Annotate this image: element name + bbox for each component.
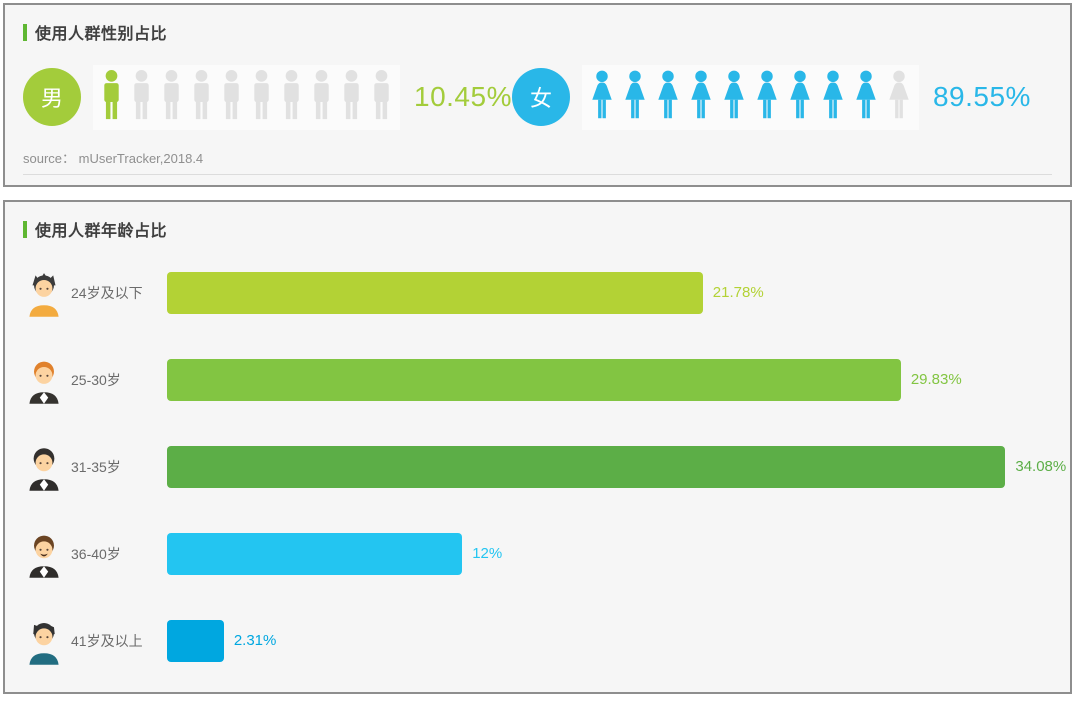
male-percent: 10.45% [414, 81, 512, 112]
age-value: 21.78% [712, 284, 764, 301]
age-row-31-35: 31-35岁 34.08% [5, 423, 1070, 510]
age-bar [167, 271, 703, 314]
source-line: source： mUserTracker,2018.4 [23, 148, 1052, 175]
male-person-icon [308, 68, 335, 127]
black-hair-suit-man-avatar-icon [21, 439, 67, 495]
age-row-25-30: 25-30岁 29.83% [5, 336, 1070, 423]
age-row-36-40: 36-40岁 12% [5, 510, 1070, 597]
age-panel-title: 使用人群年龄占比 [35, 223, 168, 240]
male-person-icon [98, 68, 125, 127]
age-value: 29.83% [910, 371, 962, 388]
gender-panel-title: 使用人群性别占比 [35, 26, 168, 43]
female-badge: 女 [511, 68, 570, 126]
age-label: 24岁及以下 [71, 284, 143, 301]
male-person-icon [248, 68, 275, 127]
age-value: 34.08% [1015, 458, 1067, 475]
female-person-icon [587, 68, 617, 127]
age-bar-chart: 24岁及以下 21.78% 25-30岁 29.83% [5, 241, 1070, 692]
age-bar [167, 358, 901, 401]
female-person-icon [620, 68, 650, 127]
mustache-suit-man-avatar-icon [21, 526, 67, 582]
age-value: 12% [472, 545, 503, 562]
source-wrap: source： mUserTracker,2018.4 [5, 148, 1070, 185]
male-person-icon [278, 68, 305, 127]
gender-panel-header: 使用人群性别占比 [5, 5, 1070, 44]
age-label: 36-40岁 [71, 545, 121, 562]
older-man-teal-shirt-avatar-icon [21, 613, 67, 669]
male-person-icon [338, 68, 365, 127]
male-person-icon [188, 68, 215, 127]
male-icon-row [93, 64, 400, 130]
female-person-icon [686, 68, 716, 127]
female-person-icon [851, 68, 881, 127]
title-accent-marker [23, 220, 27, 238]
age-bar [167, 445, 1006, 488]
female-percent: 89.55% [932, 81, 1031, 112]
age-label: 31-35岁 [71, 458, 121, 475]
age-label: 41岁及以上 [71, 632, 143, 649]
male-person-icon [128, 68, 155, 127]
female-icon-row [581, 64, 919, 130]
age-row-under-24: 24岁及以下 21.78% [5, 249, 1070, 336]
male-group: 男 10.45% [23, 64, 512, 130]
female-person-icon [818, 68, 848, 127]
source-label: source： [23, 151, 76, 166]
age-bar [167, 619, 224, 662]
gender-panel: 使用人群性别占比 男 10.45% 女 89.55% source： mUser… [3, 3, 1072, 187]
male-person-icon [218, 68, 245, 127]
female-person-icon [719, 68, 749, 127]
age-label: 25-30岁 [71, 371, 121, 388]
female-person-icon [785, 68, 815, 127]
age-panel-header: 使用人群年龄占比 [5, 202, 1070, 241]
female-person-icon [884, 68, 914, 127]
age-panel: 使用人群年龄占比 24岁及以下 21.78% [3, 200, 1072, 694]
female-group: 女 89.55% [511, 64, 1031, 130]
age-row-41-plus: 41岁及以上 2.31% [5, 597, 1070, 684]
age-value: 2.31% [233, 632, 277, 649]
young-man-avatar-icon [21, 265, 67, 321]
gender-chart: 男 10.45% 女 89.55% [5, 44, 1070, 148]
female-person-icon [752, 68, 782, 127]
male-person-icon [368, 68, 395, 127]
title-accent-marker [23, 23, 27, 41]
male-person-icon [158, 68, 185, 127]
male-badge: 男 [23, 68, 81, 126]
age-bar [167, 532, 463, 575]
orange-hair-suit-man-avatar-icon [21, 352, 67, 408]
female-person-icon [653, 68, 683, 127]
source-value: mUserTracker,2018.4 [78, 151, 204, 166]
